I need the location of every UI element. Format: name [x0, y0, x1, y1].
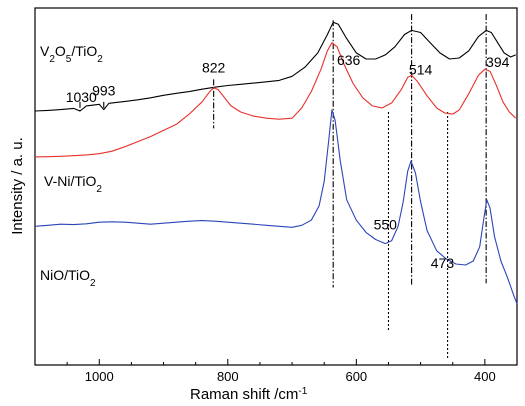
vertical-markers: [79, 14, 487, 359]
peak-label: 822: [202, 59, 226, 75]
peak-label: 550: [374, 216, 398, 232]
series-label-v2o5: V2O5/TiO2: [40, 43, 103, 65]
peak-label: 394: [486, 54, 510, 70]
x-tick-label: 1000: [85, 369, 114, 384]
peak-label: 1030: [66, 89, 97, 105]
peak-label: 993: [92, 83, 116, 99]
plot-frame: [34, 7, 518, 366]
peak-label: 473: [431, 255, 455, 271]
x-axis-title: Raman shift /cm-1: [190, 386, 308, 404]
x-tick-label: 400: [474, 369, 496, 384]
peak-label: 514: [409, 61, 433, 77]
series-line-2: [34, 109, 518, 304]
x-tick-label: 600: [345, 369, 367, 384]
series-lines: [34, 21, 518, 304]
series-label-v-ni: V-Ni/TiO2: [44, 173, 102, 195]
series-line-0: [34, 21, 516, 112]
series-label-nio: NiO/TiO2: [40, 267, 96, 289]
series-line-1: [34, 42, 517, 158]
x-tick-label: 800: [217, 369, 239, 384]
peak-label: 636: [337, 52, 361, 68]
y-axis-title: Intensity / a. u.: [9, 137, 26, 235]
x-axis-ticks: 1000 800 600 400: [34, 359, 518, 384]
